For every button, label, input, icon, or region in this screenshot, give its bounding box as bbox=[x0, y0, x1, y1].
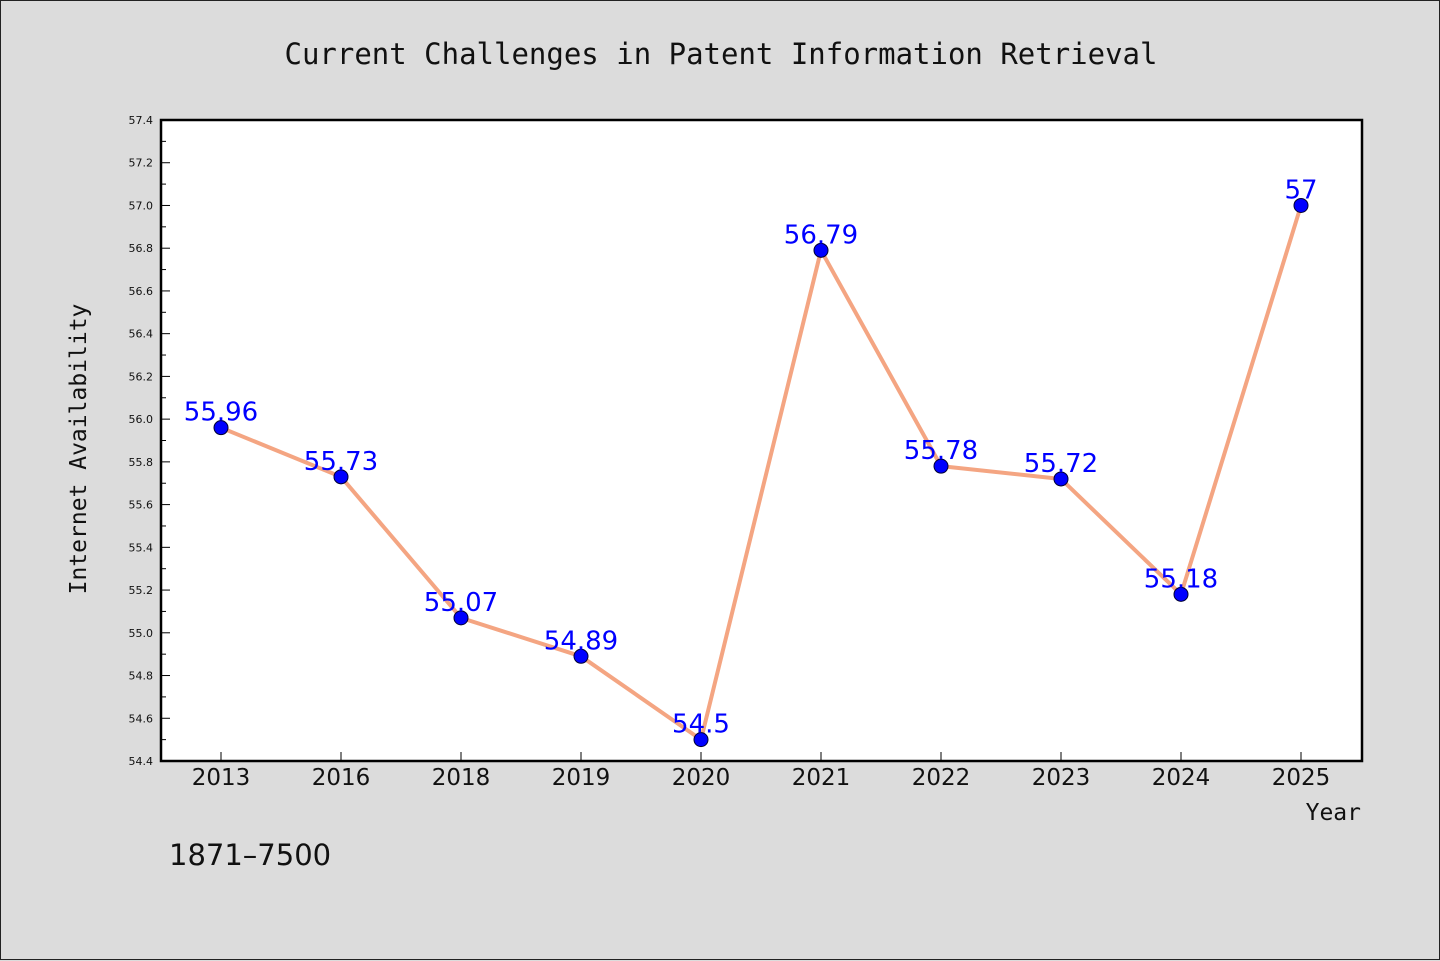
x-tick-label: 2019 bbox=[552, 765, 611, 791]
y-tick-label: 55.4 bbox=[129, 541, 154, 554]
y-tick-label: 55.2 bbox=[129, 584, 154, 597]
y-tick-label: 57.2 bbox=[129, 157, 154, 170]
x-tick-label: 2013 bbox=[192, 765, 251, 791]
x-tick-label: 2023 bbox=[1032, 765, 1091, 791]
data-point bbox=[933, 458, 949, 474]
y-axis-label: Internet Availability bbox=[66, 304, 92, 595]
x-axis-label: Year bbox=[1306, 800, 1361, 826]
y-tick-label: 56.4 bbox=[129, 328, 154, 341]
series-line bbox=[220, 204, 1303, 742]
data-label: 56.79 bbox=[784, 220, 858, 250]
y-tick-label: 55.8 bbox=[129, 456, 154, 469]
data-point bbox=[1053, 471, 1069, 487]
data-point bbox=[573, 648, 589, 664]
data-point bbox=[333, 469, 349, 485]
data-label: 55.96 bbox=[184, 398, 258, 428]
data-point bbox=[1293, 197, 1309, 213]
x-tick-label: 2018 bbox=[432, 765, 491, 791]
data-label: 54.5 bbox=[672, 710, 730, 740]
y-tick-label: 54.4 bbox=[129, 755, 154, 768]
data-point bbox=[693, 732, 709, 748]
y-axis: 54.4 54.6 54.8 55.0 55.2 55.4 55.6 55.8 56.0 56.2… bbox=[129, 114, 170, 768]
data-label: 55.78 bbox=[904, 436, 978, 466]
x-tick-label: 2022 bbox=[912, 765, 971, 791]
x-tick-label: 2016 bbox=[312, 765, 371, 791]
y-tick-label: 57.4 bbox=[129, 114, 154, 127]
x-tick-label: 2020 bbox=[672, 765, 731, 791]
y-tick-label: 55.6 bbox=[129, 499, 154, 512]
y-tick-label: 54.6 bbox=[129, 712, 154, 725]
data-point bbox=[813, 242, 829, 258]
x-tick-label: 2024 bbox=[1152, 765, 1211, 791]
y-tick-label: 56.0 bbox=[129, 413, 154, 426]
data-label: 57 bbox=[1284, 175, 1317, 205]
x-tick-label: 2025 bbox=[1272, 765, 1331, 791]
data-label: 55.18 bbox=[1144, 564, 1218, 594]
y-tick-label: 55.0 bbox=[129, 627, 154, 640]
data-label: 55.73 bbox=[304, 447, 378, 477]
y-tick-label: 57.0 bbox=[129, 199, 154, 212]
data-label: 55.07 bbox=[424, 588, 498, 618]
data-point bbox=[213, 420, 229, 436]
y-tick-label: 56.6 bbox=[129, 285, 154, 298]
x-axis: 2013 2016 2018 2019 2020 2021 2022 2023 2024 2025 bbox=[192, 752, 1331, 791]
y-tick-label: 54.8 bbox=[129, 670, 154, 683]
y-tick-label: 56.8 bbox=[129, 242, 154, 255]
data-point bbox=[453, 610, 469, 626]
chart-title: Current Challenges in Patent Information… bbox=[285, 37, 1158, 71]
data-labels: 55.96 55.73 55.07 54.89 54.5 56.79 55.78 55.72 5… bbox=[184, 175, 1318, 739]
x-tick-label: 2021 bbox=[792, 765, 851, 791]
data-label: 55.72 bbox=[1024, 449, 1098, 479]
data-markers bbox=[213, 197, 1309, 748]
plot-area bbox=[159, 118, 1364, 763]
y-tick-label: 56.2 bbox=[129, 370, 154, 383]
footnote: 1871–7500 bbox=[169, 838, 331, 872]
data-label: 54.89 bbox=[544, 626, 618, 656]
data-point bbox=[1173, 586, 1189, 602]
